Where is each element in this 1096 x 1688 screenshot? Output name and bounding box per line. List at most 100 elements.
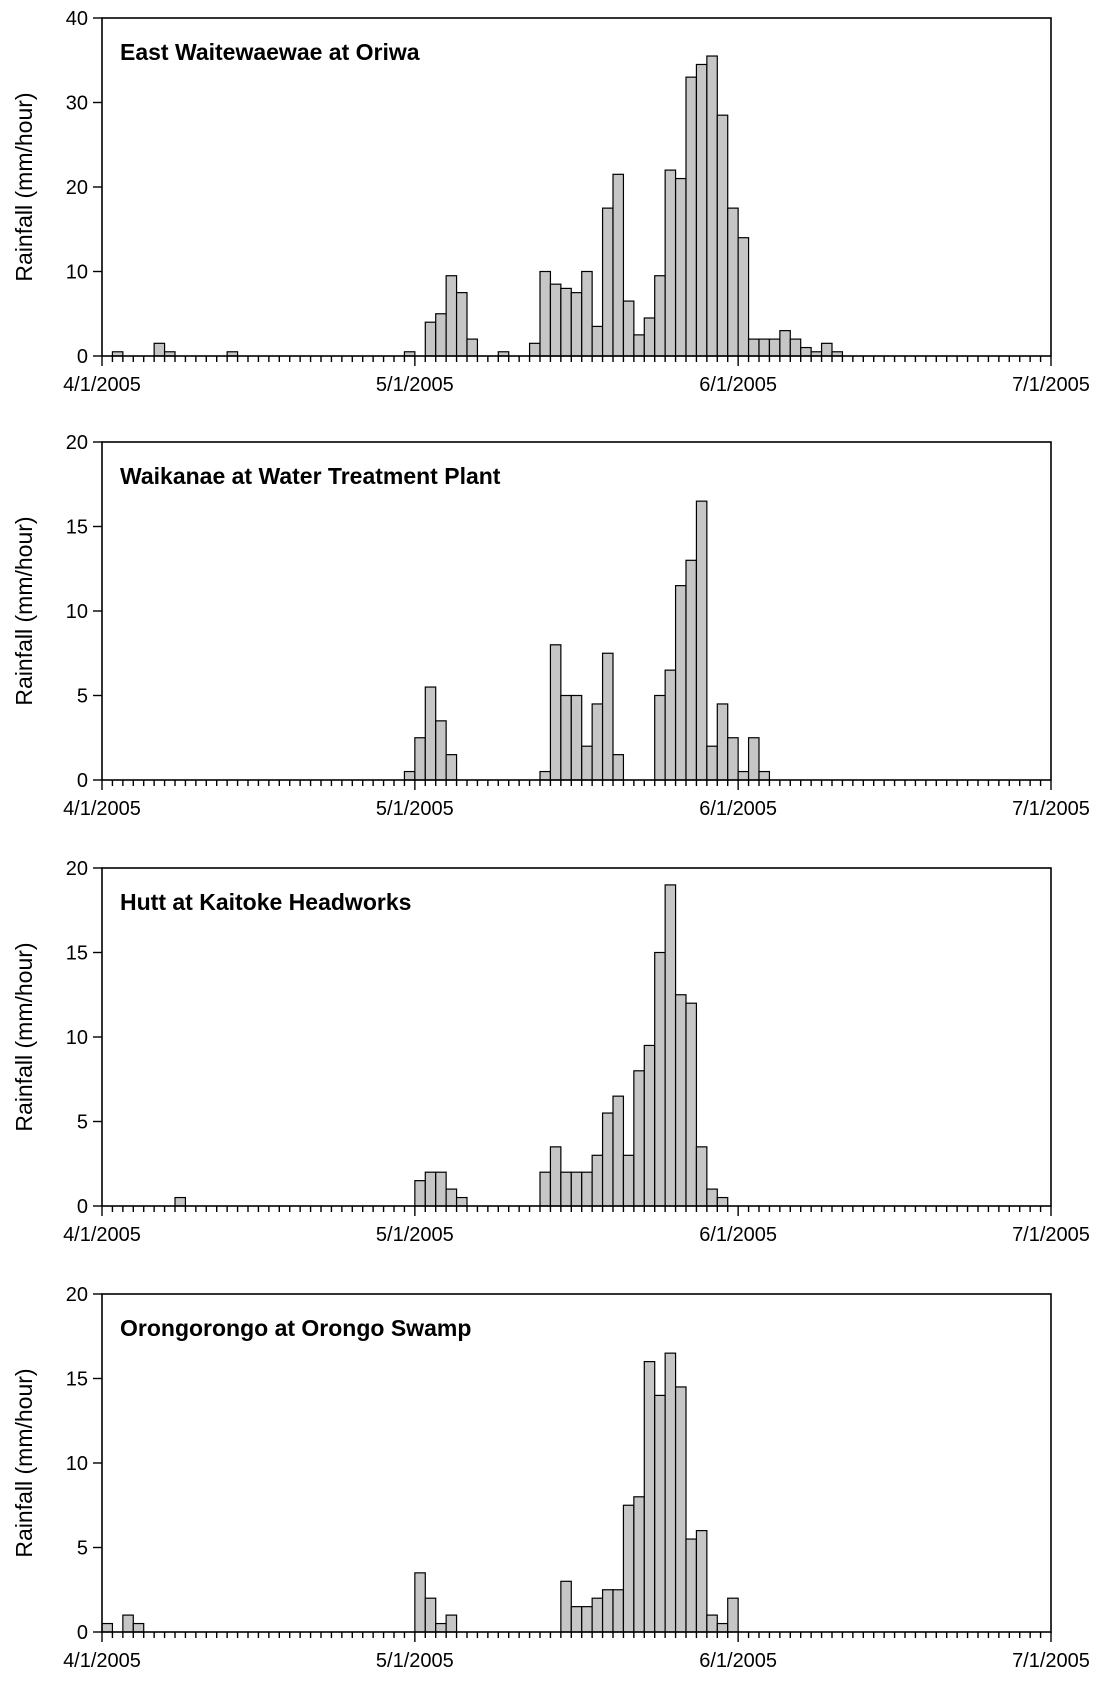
- bar: [727, 207, 739, 357]
- bar: [737, 237, 750, 357]
- bar: [643, 1360, 656, 1633]
- y-axis-label: Rainfall (mm/hour): [11, 942, 37, 1131]
- x-tick-label: 4/1/2005: [63, 798, 141, 820]
- bar: [445, 275, 458, 357]
- x-tick-label: 4/1/2005: [63, 1650, 141, 1672]
- bar: [633, 334, 645, 357]
- bar: [539, 1171, 552, 1207]
- x-tick-label: 6/1/2005: [699, 374, 777, 396]
- bar: [643, 317, 656, 357]
- bar: [716, 1622, 729, 1633]
- bar: [601, 207, 614, 357]
- y-tick-label: 5: [77, 1538, 88, 1560]
- bar: [716, 703, 729, 781]
- bar: [654, 275, 666, 357]
- bar: [581, 1606, 593, 1633]
- bar: [570, 292, 583, 357]
- bar: [737, 770, 750, 781]
- bar: [685, 559, 698, 781]
- bar: [581, 745, 593, 781]
- bar: [674, 1386, 687, 1633]
- y-tick-label: 20: [66, 858, 88, 880]
- y-tick-label: 10: [66, 262, 88, 284]
- bar: [601, 1589, 614, 1633]
- bar: [549, 283, 562, 357]
- y-tick-label: 20: [66, 177, 88, 199]
- bar: [549, 644, 562, 781]
- bar: [747, 737, 760, 781]
- bar: [591, 1154, 604, 1207]
- x-tick-label: 5/1/2005: [376, 1650, 454, 1672]
- x-tick-label: 7/1/2005: [1012, 798, 1090, 820]
- bar: [445, 1614, 458, 1633]
- bar: [435, 313, 447, 357]
- bar: [122, 1614, 134, 1633]
- bar: [403, 770, 416, 781]
- plot-frame: [101, 867, 1052, 1207]
- x-tick-label: 4/1/2005: [63, 1224, 141, 1246]
- y-tick-label: 0: [77, 346, 88, 368]
- bar: [560, 287, 572, 357]
- x-tick-label: 5/1/2005: [376, 798, 454, 820]
- chart-panel-3: 0 5 10 15 20 4/1/2005 5/1/2005 6/1/2005 7/1/2005…: [11, 858, 1090, 1246]
- bar: [695, 1529, 708, 1633]
- y-tick-label: 10: [66, 1027, 88, 1049]
- y-tick-label: 0: [77, 1622, 88, 1644]
- x-tick-label: 7/1/2005: [1012, 374, 1090, 396]
- chart-title: Waikanae at Water Treatment Plant: [120, 463, 501, 489]
- bar: [612, 754, 625, 781]
- bar: [539, 770, 552, 781]
- y-tick-label: 0: [77, 770, 88, 792]
- bar: [445, 1188, 458, 1207]
- bar: [435, 1622, 447, 1633]
- chart-panel-4: 0 5 10 15 20 4/1/2005 5/1/2005 6/1/2005 7/1/2005…: [11, 1284, 1090, 1672]
- bar: [414, 1572, 426, 1633]
- bar: [601, 1112, 614, 1207]
- y-tick-label: 15: [66, 1369, 88, 1391]
- bar: [414, 737, 426, 781]
- bar: [622, 1504, 635, 1633]
- bar: [758, 338, 771, 357]
- bar: [768, 338, 781, 357]
- bar: [570, 1606, 583, 1633]
- bar: [424, 321, 437, 357]
- y-tick-label: 0: [77, 1196, 88, 1218]
- y-tick-label: 30: [66, 93, 88, 115]
- chart-panel-1: 0 10 20 30 40 4/1/2005 5/1/2005 6/1/2005 7/1/200…: [11, 8, 1090, 396]
- y-tick-label: 40: [66, 8, 88, 30]
- bar: [101, 1622, 114, 1633]
- x-tick-label: 7/1/2005: [1012, 1224, 1090, 1246]
- bar: [445, 754, 458, 781]
- bar: [539, 270, 552, 357]
- bar: [153, 342, 166, 357]
- y-tick-label: 15: [66, 943, 88, 965]
- y-axis-label: Rainfall (mm/hour): [11, 1368, 37, 1557]
- bar: [747, 338, 760, 357]
- x-tick-label: 5/1/2005: [376, 1224, 454, 1246]
- bar: [528, 342, 541, 357]
- bar: [560, 1580, 572, 1633]
- x-tick-label: 6/1/2005: [699, 798, 777, 820]
- x-tick-label: 6/1/2005: [699, 1224, 777, 1246]
- bar: [581, 270, 593, 357]
- bar: [706, 1188, 718, 1207]
- bar: [633, 1070, 645, 1207]
- bar: [591, 1597, 604, 1633]
- bar: [643, 1044, 656, 1207]
- bar: [674, 994, 687, 1207]
- bar: [654, 951, 666, 1207]
- bar: [685, 1002, 698, 1207]
- y-tick-label: 15: [66, 517, 88, 539]
- chart-title: East Waitewaewae at Oriwa: [120, 39, 420, 65]
- y-tick-label: 20: [66, 1284, 88, 1306]
- x-tick-label: 6/1/2005: [699, 1650, 777, 1672]
- bar: [414, 1180, 426, 1207]
- bar: [601, 652, 614, 781]
- y-tick-label: 5: [77, 1112, 88, 1134]
- x-tick-label: 5/1/2005: [376, 374, 454, 396]
- bar: [424, 1597, 437, 1633]
- bar: [685, 76, 698, 357]
- y-axis-label: Rainfall (mm/hour): [11, 92, 37, 281]
- chart-panel-2: 0 5 10 15 20 4/1/2005 5/1/2005 6/1/2005 7/1/2005…: [11, 432, 1090, 820]
